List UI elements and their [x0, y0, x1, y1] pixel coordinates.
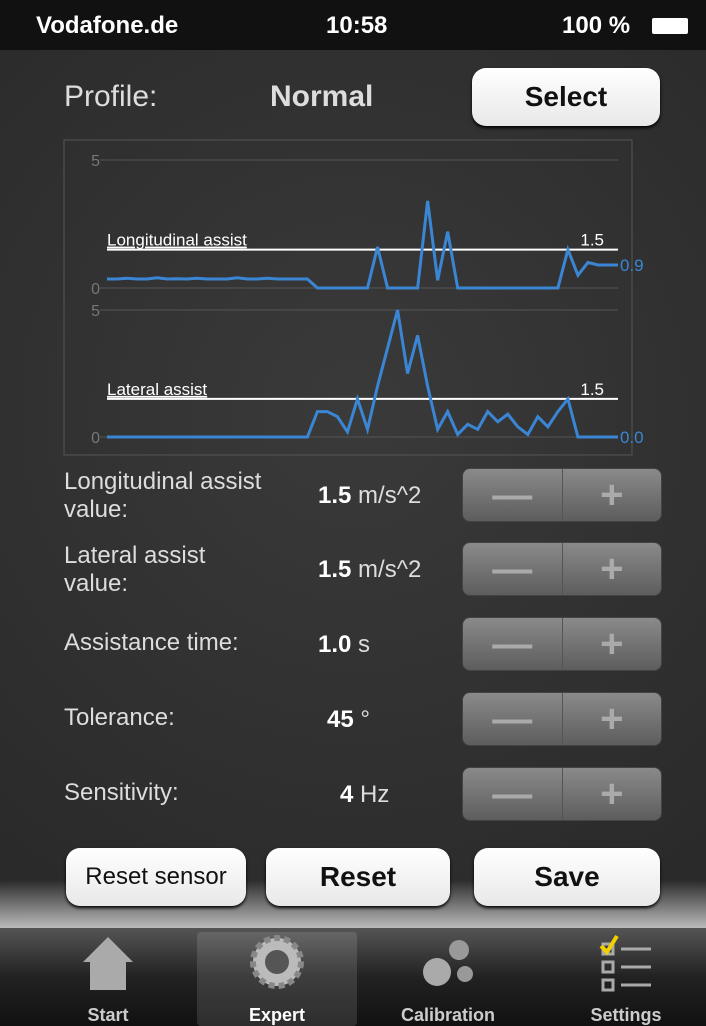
- threshold-label: Longitudinal assist: [107, 231, 247, 250]
- tab-label: Calibration: [368, 1005, 528, 1026]
- value-number: 1.5: [318, 482, 351, 509]
- value-unit: °: [360, 706, 370, 733]
- list-icon: [591, 932, 661, 992]
- value-unit: m/s^2: [358, 482, 421, 509]
- threshold-value: 1.5: [580, 231, 604, 250]
- setting-label: Sensitivity:: [64, 779, 274, 807]
- decrement-button[interactable]: —: [463, 618, 562, 670]
- value-unit: m/s^2: [358, 556, 421, 583]
- value-number: 45: [327, 706, 354, 733]
- threshold-label: Lateral assist: [107, 380, 207, 399]
- setting-value: 1.0 s: [318, 631, 370, 659]
- stepper: —+: [462, 468, 662, 522]
- increment-button[interactable]: +: [562, 693, 662, 745]
- decrement-button[interactable]: —: [463, 693, 562, 745]
- decrement-button[interactable]: —: [463, 543, 562, 595]
- value-number: 1.0: [318, 631, 351, 658]
- value-number: 1.5: [318, 556, 351, 583]
- gear-icon: [247, 932, 307, 992]
- increment-button[interactable]: +: [562, 543, 662, 595]
- setting-label: Assistance time:: [64, 629, 274, 657]
- y-tick-label: 0: [91, 281, 100, 298]
- end-label: 0.9: [620, 256, 644, 275]
- value-unit: s: [358, 631, 370, 658]
- chart-frame: [64, 140, 632, 455]
- app-screen: Vodafone.de 10:58 100 % Profile: Normal …: [0, 0, 706, 1026]
- y-tick-label: 0: [91, 430, 100, 447]
- threshold-value: 1.5: [580, 380, 604, 399]
- data-line: [107, 310, 618, 437]
- increment-button[interactable]: +: [562, 768, 662, 820]
- reset-button[interactable]: Reset: [266, 848, 450, 906]
- save-button[interactable]: Save: [474, 848, 660, 906]
- gears-icon: [413, 932, 483, 992]
- setting-label: Longitudinal assist value:: [64, 468, 274, 524]
- increment-button[interactable]: +: [562, 618, 662, 670]
- end-label: 0.0: [620, 428, 644, 447]
- tab-calibration[interactable]: Calibration: [368, 930, 528, 1026]
- stepper: —+: [462, 767, 662, 821]
- setting-value: 1.5 m/s^2: [318, 556, 421, 584]
- setting-value: 1.5 m/s^2: [318, 482, 421, 510]
- reset-sensor-button[interactable]: Reset sensor: [66, 848, 246, 906]
- setting-value: 45 °: [327, 706, 370, 734]
- stepper: —+: [462, 692, 662, 746]
- tab-label: Start: [28, 1005, 188, 1026]
- y-tick-label: 5: [91, 153, 100, 170]
- decrement-button[interactable]: —: [463, 768, 562, 820]
- tab-label: Expert: [197, 1005, 357, 1026]
- value-unit: Hz: [360, 781, 389, 808]
- setting-value: 4 Hz: [340, 781, 389, 809]
- setting-label: Tolerance:: [64, 704, 274, 732]
- increment-button[interactable]: +: [562, 469, 662, 521]
- home-icon: [78, 932, 138, 992]
- y-tick-label: 5: [91, 303, 100, 320]
- tab-settings[interactable]: Settings: [546, 930, 706, 1026]
- value-number: 4: [340, 781, 353, 808]
- decrement-button[interactable]: —: [463, 469, 562, 521]
- setting-label: Lateral assist value:: [64, 542, 274, 598]
- stepper: —+: [462, 542, 662, 596]
- tab-label: Settings: [546, 1005, 706, 1026]
- tab-expert[interactable]: Expert: [197, 930, 357, 1026]
- charts: 0 5 Longitudinal assist 1.5 0.9 0 5 Lateral ass…: [0, 0, 706, 470]
- stepper: —+: [462, 617, 662, 671]
- tab-start[interactable]: Start: [28, 930, 188, 1026]
